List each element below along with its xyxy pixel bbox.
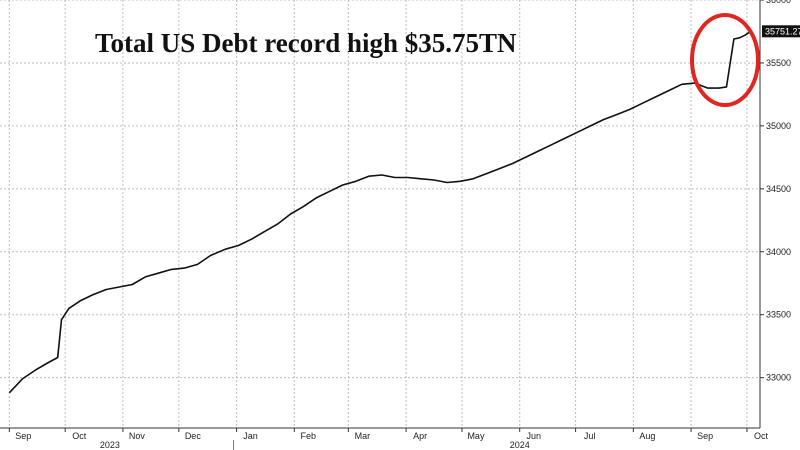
y-tick-label: 34000: [766, 247, 791, 257]
x-tick-label: May: [467, 431, 485, 441]
y-tick-label: 35500: [766, 58, 791, 68]
x-tick-label: Feb: [301, 431, 317, 441]
y-tick-label: 33000: [766, 373, 791, 383]
y-tick-label: 33500: [766, 310, 791, 320]
x-tick-label: Dec: [185, 431, 202, 441]
x-tick-label: Jul: [584, 431, 596, 441]
chart-title: Total US Debt record high $35.75TN: [95, 28, 517, 58]
series-line-total-debt: [8, 30, 752, 394]
last-value-label: 35751.27: [765, 26, 800, 36]
x-tick-label: Nov: [129, 431, 146, 441]
y-axis-ticks: 33000 33500 34000 34500 35000 35500 36000: [760, 0, 791, 383]
plot-background: [0, 0, 760, 428]
x-year-label: 2024: [510, 440, 530, 450]
x-tick-label: Oct: [754, 431, 769, 441]
grid: [0, 0, 760, 428]
x-year-label: 2023: [100, 440, 120, 450]
x-tick-label: Sep: [697, 431, 713, 441]
y-tick-label: 34500: [766, 184, 791, 194]
x-tick-label: Jan: [243, 431, 258, 441]
x-tick-label: Jun: [526, 431, 541, 441]
x-tick-label: Apr: [413, 431, 427, 441]
highlight-circle: [690, 13, 760, 107]
x-tick-label: Mar: [355, 431, 371, 441]
last-value-tag-background: [762, 25, 800, 38]
x-tick-label: Aug: [639, 431, 655, 441]
x-axis-ticks: Sep Oct Nov Dec Jan Feb Mar Apr May Jun Jul Aug Sep O…: [8, 428, 769, 450]
last-value-tag: 35751.27: [762, 25, 800, 38]
x-tick-label: Sep: [15, 431, 31, 441]
y-tick-label: 36000: [766, 0, 791, 5]
x-tick-label: Oct: [72, 431, 87, 441]
y-tick-label: 35000: [766, 121, 791, 131]
